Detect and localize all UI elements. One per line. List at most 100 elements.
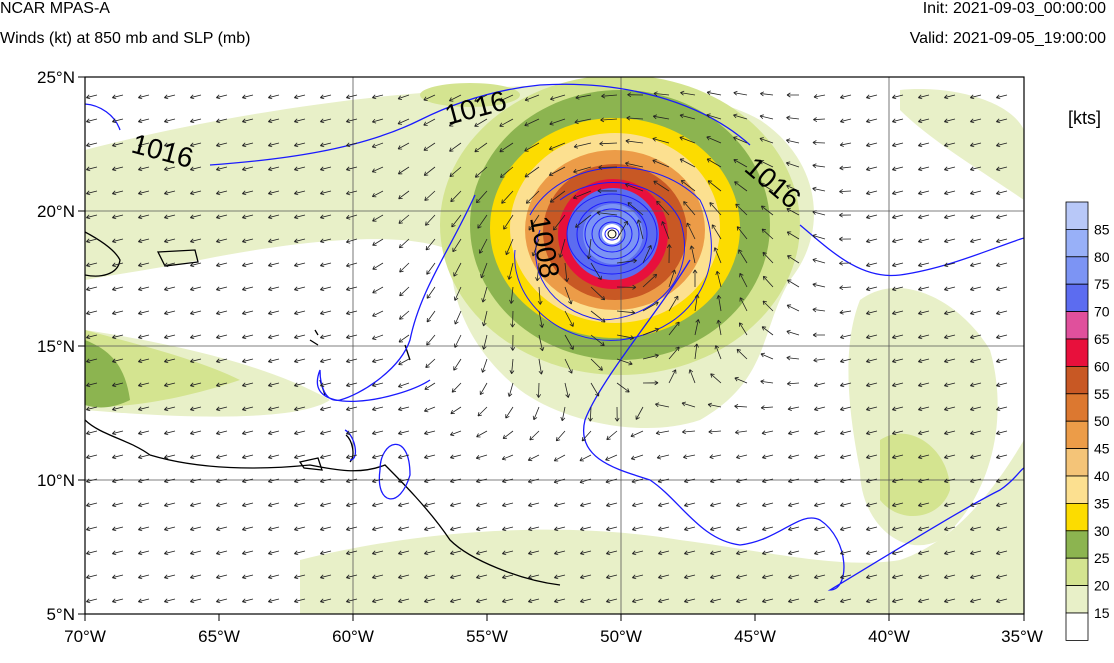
wind-vector xyxy=(839,142,852,147)
wind-vector xyxy=(866,454,878,460)
wind-vector xyxy=(684,598,696,604)
wind-vector xyxy=(918,430,930,436)
wind-vector xyxy=(242,166,254,172)
wind-vector xyxy=(579,454,592,462)
lon-tick-label: 60°W xyxy=(332,627,374,646)
wind-vector xyxy=(558,238,566,258)
wind-vector xyxy=(970,118,982,124)
wind-vector xyxy=(242,574,254,580)
wind-vector xyxy=(453,286,462,301)
wind-vector xyxy=(86,478,98,484)
wind-vector xyxy=(625,138,644,144)
wind-vector xyxy=(164,382,176,388)
wind-vector xyxy=(866,142,878,148)
wind-vector xyxy=(346,94,358,100)
wind-vector xyxy=(190,118,202,124)
wind-vector xyxy=(242,214,254,220)
wind-vector xyxy=(555,430,566,442)
colorbar-labels: 85 80 75 70 65 60 55 50 45 40 35 30 25 20 15 xyxy=(1094,221,1110,621)
wind-vector xyxy=(294,190,306,196)
wind-vector xyxy=(996,238,1008,244)
wind-vector xyxy=(996,166,1008,172)
colorbar-swatch xyxy=(1065,557,1089,587)
colorbar-level-label: 75 xyxy=(1094,276,1110,292)
wind-vector xyxy=(268,286,280,292)
wind-vector xyxy=(86,430,98,436)
wind-vector xyxy=(580,502,592,508)
wind-vector xyxy=(424,190,436,201)
wind-vector xyxy=(918,286,930,292)
wind-vector xyxy=(320,358,332,364)
wind-vector xyxy=(553,454,566,462)
wind-vector xyxy=(503,214,514,230)
wind-vector xyxy=(970,286,982,292)
wind-vector xyxy=(739,297,748,312)
wind-vector xyxy=(138,430,150,436)
wind-vector xyxy=(505,406,514,419)
wind-vector xyxy=(164,478,176,484)
wind-vector xyxy=(590,286,606,301)
wind-vector xyxy=(839,309,852,315)
wind-vector xyxy=(656,454,670,460)
colorbar-swatch xyxy=(1065,448,1089,477)
colorbar-swatch xyxy=(1065,612,1089,641)
wind-vector xyxy=(996,190,1008,196)
wind-vector xyxy=(866,238,878,244)
wind-vector xyxy=(510,310,516,328)
wind-vector xyxy=(840,118,852,124)
wind-vector xyxy=(112,118,124,124)
wind-vector xyxy=(138,190,150,196)
wind-vector xyxy=(762,300,774,312)
colorbar-title: [kts] xyxy=(1068,108,1101,128)
wind-vector xyxy=(710,598,722,604)
wind-vector xyxy=(294,310,306,316)
colorbar: [kts] 85 80 75 70 65 60 55 50 45 40 35 30 25 20 15 xyxy=(1065,108,1110,641)
wind-vector xyxy=(840,550,852,556)
wind-vector xyxy=(918,598,930,604)
wind-vector xyxy=(759,114,774,120)
wind-vector xyxy=(760,379,774,385)
wind-vector xyxy=(538,358,544,375)
colorbar-swatch xyxy=(1065,228,1089,258)
wind-vector xyxy=(454,334,462,348)
wind-vector xyxy=(450,502,462,508)
wind-vector xyxy=(426,286,436,299)
wind-vector xyxy=(599,141,618,147)
wind-vector xyxy=(866,214,878,220)
wind-vector xyxy=(814,526,826,532)
lon-tick-label: 40°W xyxy=(868,627,910,646)
wind-vector xyxy=(164,214,176,220)
storm-eye-marker xyxy=(607,229,617,239)
wind-vector xyxy=(554,598,566,604)
wind-vector xyxy=(425,238,436,251)
wind-vector xyxy=(866,190,878,196)
wind-vector xyxy=(918,94,930,100)
wind-vector xyxy=(642,301,659,312)
wind-vector xyxy=(294,526,306,532)
wind-vector xyxy=(138,214,150,220)
wind-vector xyxy=(86,166,98,172)
init-time: Init: 2021-09-03_00:00:00 xyxy=(922,0,1106,17)
wind-vector xyxy=(372,454,384,460)
lon-tick-label: 70°W xyxy=(64,627,106,646)
wind-vector xyxy=(684,550,696,556)
plot-subtitle: Winds (kt) at 850 mb and SLP (mb) xyxy=(0,30,251,47)
wind-vector xyxy=(450,526,462,532)
wind-vector xyxy=(320,310,332,316)
wind-vector xyxy=(424,550,436,556)
wind-vector xyxy=(501,190,514,204)
wind-vector xyxy=(423,406,436,413)
wind-vector xyxy=(528,574,540,580)
wind-vector xyxy=(866,430,878,436)
wind-vector xyxy=(524,166,540,178)
wind-vector xyxy=(625,161,644,168)
wind-vector xyxy=(692,269,698,287)
wind-vector xyxy=(454,310,462,325)
colorbar-swatch xyxy=(1065,585,1089,614)
wind-vector xyxy=(294,214,306,220)
wind-vector xyxy=(944,406,956,412)
wind-vector xyxy=(216,94,228,100)
wind-vector xyxy=(449,142,462,152)
wind-vector xyxy=(538,310,544,328)
wind-vector xyxy=(535,262,540,282)
